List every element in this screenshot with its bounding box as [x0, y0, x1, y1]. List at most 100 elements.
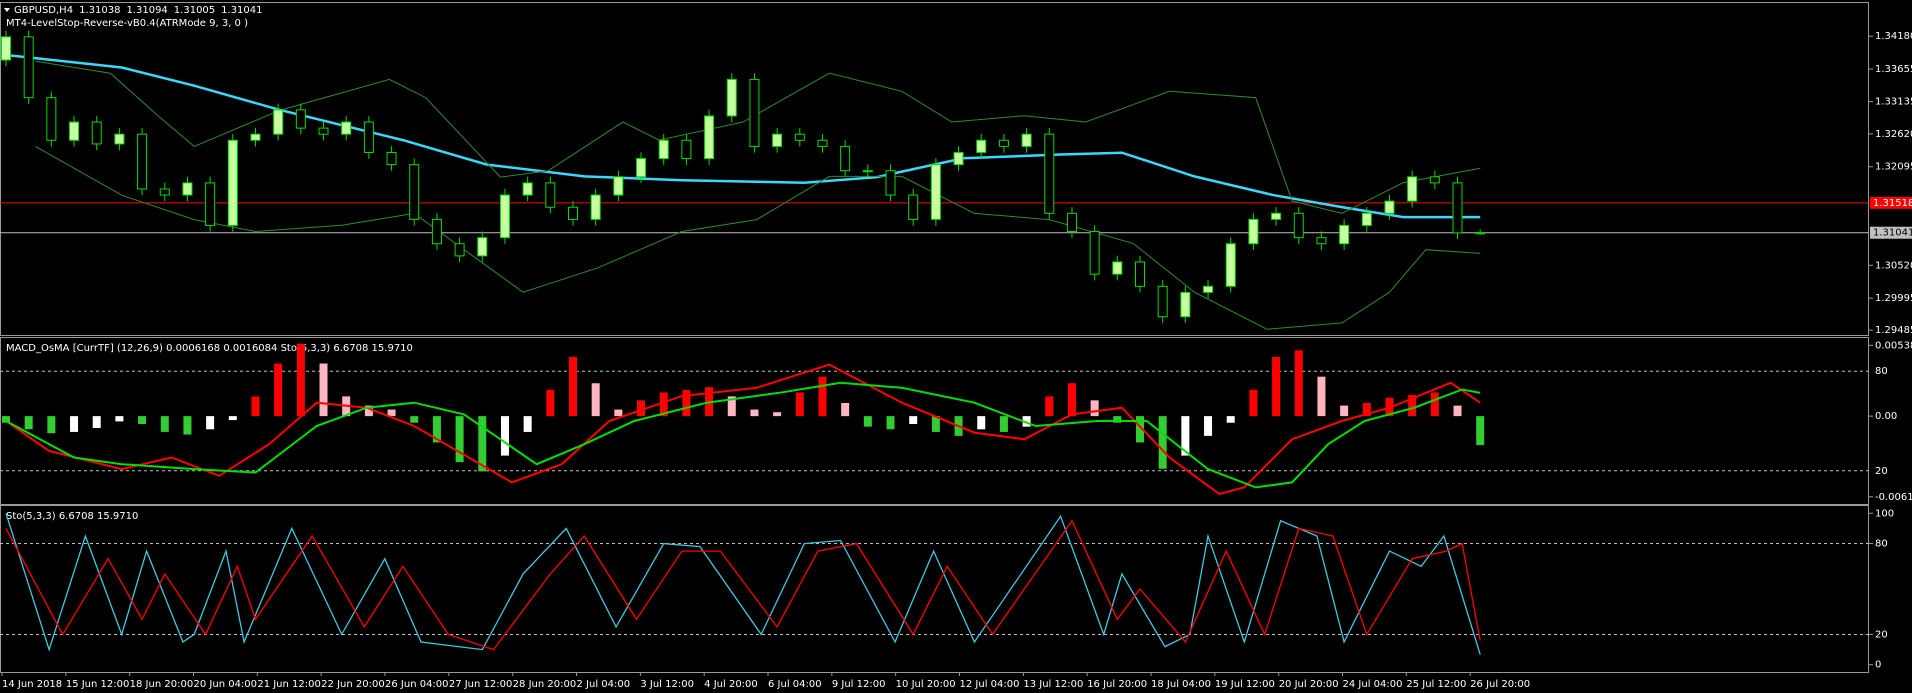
candle-body: [953, 151, 964, 166]
x-tick-label: 26 Jun 04:00: [385, 679, 449, 690]
histogram-bar: [1340, 405, 1349, 417]
candle-body: [341, 121, 352, 135]
candle-body: [182, 182, 193, 196]
x-tick-label: 9 Jul 12:00: [832, 679, 886, 690]
candle-body: [590, 194, 601, 220]
histogram-bar: [523, 416, 532, 432]
candle-body: [1339, 224, 1350, 245]
candle-body: [1135, 261, 1145, 287]
macd-panel-frame: [0, 337, 1869, 505]
stoch-panel-frame: [0, 505, 1869, 673]
candle-body: [545, 182, 556, 208]
candle-body: [227, 139, 238, 226]
histogram-bar: [818, 376, 827, 417]
candle-body: [1089, 231, 1100, 275]
candle-body: [159, 188, 170, 196]
indicator-line: [35, 60, 1481, 214]
x-tick-label: 27 Jun 12:00: [449, 679, 513, 690]
candle-body: [1429, 176, 1440, 184]
stoch-label: 100: [1875, 508, 1894, 519]
x-tick-label: 21 Jun 12:00: [257, 679, 321, 690]
histogram-bar: [2, 416, 10, 423]
candle-body: [1475, 232, 1486, 235]
candle-body: [1407, 176, 1418, 202]
histogram-bar: [410, 416, 419, 423]
candle-body: [817, 139, 828, 147]
candle-body: [114, 133, 125, 145]
histogram-bar: [591, 383, 600, 417]
x-tick-label: 13 Jul 12:00: [1023, 679, 1083, 690]
candle-body: [1271, 212, 1282, 220]
histogram-bar: [364, 405, 373, 417]
candle-body: [726, 78, 737, 117]
candle-body: [409, 164, 420, 220]
x-tick-label: 4 Jul 20:00: [704, 679, 758, 690]
histogram-bar: [727, 396, 736, 417]
x-tick-label: 20 Jul 20:00: [1279, 679, 1339, 690]
candle-body: [318, 127, 329, 135]
candle-body: [1225, 243, 1236, 287]
x-tick-label: 26 Jul 20:00: [1470, 679, 1530, 690]
ohlc-high: 1.31094: [126, 5, 167, 16]
level-label: 80: [1875, 366, 1888, 377]
candle-body: [1, 36, 11, 61]
histogram-bar: [863, 416, 872, 427]
histogram-bar: [1249, 389, 1258, 417]
candle-body: [681, 139, 692, 160]
candle-body: [772, 133, 783, 147]
candle-body: [363, 121, 374, 153]
histogram-bar: [977, 416, 986, 430]
histogram-bar: [1204, 416, 1213, 436]
candle-body: [69, 121, 80, 141]
candle-body: [1180, 291, 1191, 318]
histogram-bar: [1158, 416, 1167, 469]
price-label: 1.30520: [1875, 260, 1912, 271]
candle-body: [295, 109, 306, 129]
candle-body: [636, 158, 647, 178]
candle-body: [205, 182, 216, 226]
x-tick-label: 19 Jul 12:00: [1215, 679, 1275, 690]
candle-body: [23, 36, 34, 99]
price-label: 1.29485: [1875, 325, 1912, 336]
histogram-bar: [909, 416, 918, 425]
histogram-bar: [569, 356, 577, 417]
histogram-bar: [1136, 416, 1144, 443]
histogram-bar: [47, 416, 56, 434]
candle-body: [137, 133, 148, 190]
candle-body: [91, 121, 102, 145]
price-level-label: 1.31518: [1873, 198, 1912, 209]
candle-body: [1112, 261, 1123, 275]
histogram-bar: [1022, 416, 1031, 427]
x-tick-label: 6 Jul 04:00: [768, 679, 822, 690]
x-tick-label: 15 Jun 12:00: [66, 679, 130, 690]
candle-body: [1316, 237, 1327, 245]
candle-body: [386, 151, 397, 166]
menu-triangle[interactable]: [4, 8, 10, 12]
candle-body: [658, 139, 669, 160]
histogram-bar: [1181, 416, 1190, 456]
candle-body: [862, 170, 873, 173]
histogram-bar: [1476, 416, 1485, 446]
histogram-bar: [92, 416, 101, 428]
signal-line: [5, 381, 1481, 489]
candle-body: [1203, 285, 1214, 293]
x-tick-label: 28 Jun 20:00: [513, 679, 577, 690]
histogram-bar: [637, 400, 646, 417]
candle-body: [1157, 285, 1168, 318]
histogram-bar: [886, 416, 895, 430]
histogram-bar: [1453, 405, 1462, 417]
histogram-bar: [70, 416, 79, 432]
histogram-bar: [206, 416, 215, 430]
histogram-bar: [455, 416, 464, 463]
indicator-name: MT4-LevelStop-Reverse-vB0.4(ATRMode 9, 3…: [6, 18, 248, 29]
stoch-label: 20: [1875, 629, 1888, 640]
histogram-bar: [138, 416, 147, 425]
x-tick-label: 3 Jul 12:00: [640, 679, 694, 690]
candle-body: [499, 194, 510, 239]
candle-body: [431, 218, 442, 245]
histogram-bar: [478, 416, 487, 472]
price-level-box: [1870, 226, 1912, 239]
candle-body: [1248, 218, 1259, 245]
histogram-bar: [1226, 416, 1235, 423]
main-panel-frame: [0, 2, 1869, 336]
